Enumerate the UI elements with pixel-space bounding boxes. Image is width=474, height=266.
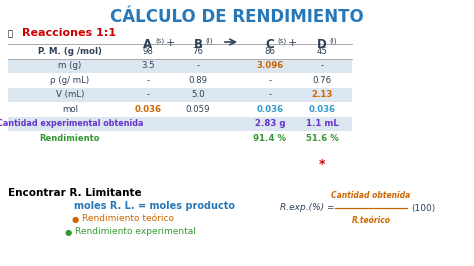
- Text: ρ (g/ mL): ρ (g/ mL): [50, 76, 90, 85]
- Text: R.teórico: R.teórico: [352, 216, 391, 225]
- Text: -: -: [320, 61, 324, 70]
- Bar: [8, 88, 352, 102]
- Text: (100): (100): [411, 203, 435, 213]
- Text: R.exp.(%) =: R.exp.(%) =: [280, 203, 335, 213]
- Text: -: -: [146, 76, 150, 85]
- Text: 🧪: 🧪: [8, 29, 13, 38]
- Text: ●: ●: [65, 228, 72, 237]
- Text: 3.5: 3.5: [141, 61, 155, 70]
- Text: 0.89: 0.89: [189, 76, 208, 85]
- Text: (s): (s): [155, 37, 164, 44]
- Text: Encontrar R. Limitante: Encontrar R. Limitante: [8, 188, 142, 198]
- Text: Cantidad experimental obtenida: Cantidad experimental obtenida: [0, 119, 143, 128]
- Text: 5.0: 5.0: [191, 90, 205, 99]
- Text: (l): (l): [205, 37, 212, 44]
- Text: +: +: [166, 38, 175, 48]
- Text: ●: ●: [72, 215, 79, 224]
- Text: A: A: [144, 38, 153, 51]
- Text: m (g): m (g): [58, 61, 82, 70]
- Bar: [8, 117, 352, 131]
- Text: Cantidad obtenida: Cantidad obtenida: [331, 191, 410, 200]
- Text: -: -: [268, 76, 272, 85]
- Text: 0.059: 0.059: [186, 105, 210, 114]
- Text: 0.036: 0.036: [309, 105, 336, 114]
- Text: -: -: [146, 90, 150, 99]
- Bar: [8, 102, 352, 117]
- Text: 76: 76: [192, 47, 203, 56]
- Text: 98: 98: [143, 47, 154, 56]
- Text: B: B: [193, 38, 202, 51]
- Text: Rendimiento experimental: Rendimiento experimental: [75, 227, 196, 236]
- Text: mol: mol: [62, 105, 78, 114]
- Text: 91.4 %: 91.4 %: [254, 134, 286, 143]
- Bar: [8, 59, 352, 73]
- Text: Rendimiento: Rendimiento: [40, 134, 100, 143]
- Bar: [8, 131, 352, 146]
- Text: CÁLCULO DE RENDIMIENTO: CÁLCULO DE RENDIMIENTO: [110, 8, 364, 26]
- Text: C: C: [265, 38, 274, 51]
- Text: 3.096: 3.096: [256, 61, 283, 70]
- Text: V (mL): V (mL): [56, 90, 84, 99]
- Text: (l): (l): [329, 37, 337, 44]
- Text: D: D: [317, 38, 327, 51]
- Text: 45: 45: [317, 47, 328, 56]
- Text: 2.83 g: 2.83 g: [255, 119, 285, 128]
- Text: Rendimiento teórico: Rendimiento teórico: [82, 214, 174, 223]
- Text: P. M. (g /mol): P. M. (g /mol): [38, 47, 102, 56]
- Text: 1.1 mL: 1.1 mL: [306, 119, 338, 128]
- Text: +: +: [288, 38, 297, 48]
- Text: 86: 86: [264, 47, 275, 56]
- Bar: [8, 44, 352, 59]
- Text: (s): (s): [277, 37, 286, 44]
- Text: 2.13: 2.13: [311, 90, 333, 99]
- Text: 0.76: 0.76: [312, 76, 331, 85]
- Text: 0.036: 0.036: [135, 105, 162, 114]
- Text: -: -: [196, 61, 200, 70]
- Text: 51.6 %: 51.6 %: [306, 134, 338, 143]
- Bar: [8, 73, 352, 88]
- Text: moles R. L. = moles producto: moles R. L. = moles producto: [74, 201, 236, 211]
- Text: 0.036: 0.036: [256, 105, 283, 114]
- Text: Reacciones 1:1: Reacciones 1:1: [22, 28, 116, 38]
- Text: -: -: [268, 90, 272, 99]
- Text: *: *: [319, 158, 325, 171]
